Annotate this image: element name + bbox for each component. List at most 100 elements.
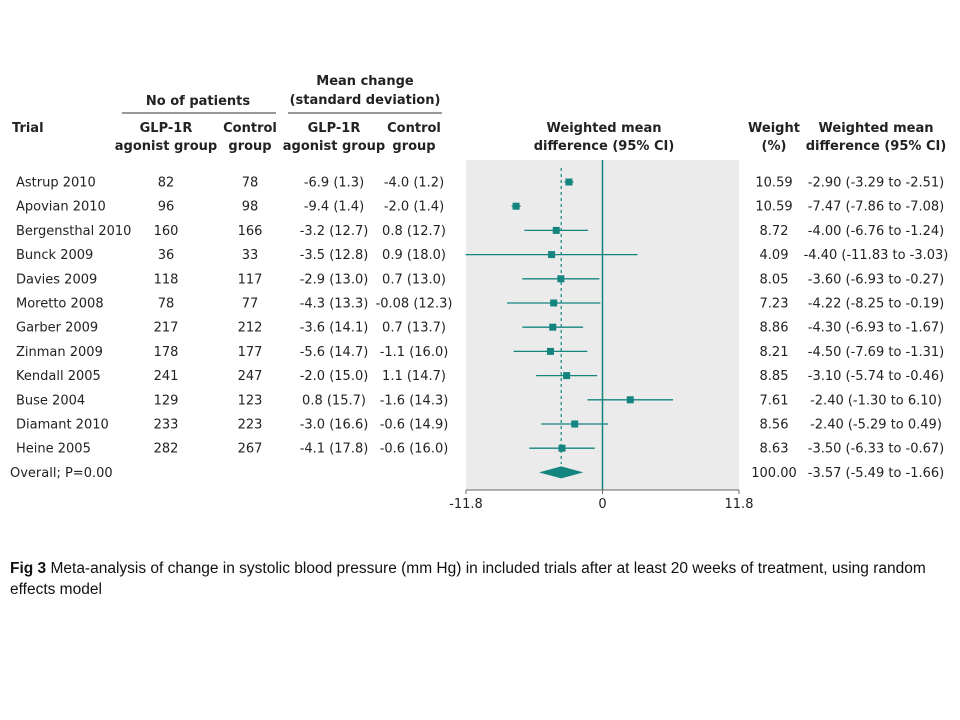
n-glp-cell: 233 bbox=[154, 418, 179, 433]
caption-label: Fig 3 bbox=[10, 560, 47, 577]
wmd-ci-cell: -7.47 (-7.86 to -7.08) bbox=[808, 200, 945, 215]
wmd-ci-cell: -2.40 (-1.30 to 6.10) bbox=[810, 393, 942, 408]
header-wmd-2: difference (95% CI) bbox=[534, 139, 675, 154]
mean-change-glp-cell: -3.0 (16.6) bbox=[300, 418, 369, 433]
mean-change-glp-cell: -9.4 (1.4) bbox=[304, 200, 364, 215]
x-tick-label: -11.8 bbox=[449, 497, 483, 512]
header-trial: Trial bbox=[12, 121, 44, 136]
n-glp-cell: 96 bbox=[158, 200, 175, 215]
mean-change-glp-cell: -4.1 (17.8) bbox=[300, 442, 369, 457]
wmd-ci-cell: -4.30 (-6.93 to -1.67) bbox=[808, 321, 945, 336]
overall-diamond bbox=[538, 466, 584, 479]
n-glp-cell: 82 bbox=[158, 176, 175, 191]
header-control-group: Control bbox=[223, 121, 277, 136]
n-glp-cell: 160 bbox=[154, 224, 179, 239]
point-estimate-marker bbox=[512, 202, 520, 210]
caption-text: Meta-analysis of change in systolic bloo… bbox=[10, 560, 926, 598]
point-estimate-marker bbox=[565, 178, 573, 186]
wmd-ci-cell: -3.50 (-6.33 to -0.67) bbox=[808, 442, 945, 457]
trial-name: Diamant 2010 bbox=[16, 418, 109, 433]
mean-change-control-cell: -0.08 (12.3) bbox=[376, 297, 453, 312]
mean-change-control-cell: 0.7 (13.0) bbox=[382, 272, 446, 287]
n-glp-cell: 217 bbox=[154, 321, 179, 336]
trial-name: Heine 2005 bbox=[16, 442, 91, 457]
n-control-cell: 267 bbox=[238, 442, 263, 457]
mean-change-glp-cell: -6.9 (1.3) bbox=[304, 176, 364, 191]
n-control-cell: 77 bbox=[242, 297, 259, 312]
header-mc-control-group-2: group bbox=[392, 139, 435, 154]
mean-change-glp-cell: -5.6 (14.7) bbox=[300, 345, 369, 360]
weight-cell: 8.85 bbox=[760, 369, 789, 384]
trial-name: Garber 2009 bbox=[16, 321, 98, 336]
weight-cell: 10.59 bbox=[755, 200, 792, 215]
weight-cell: 7.61 bbox=[760, 393, 789, 408]
weight-cell: 4.09 bbox=[760, 248, 789, 263]
wmd-ci-cell: -2.90 (-3.29 to -2.51) bbox=[808, 176, 945, 191]
n-control-cell: 123 bbox=[238, 393, 263, 408]
wmd-ci-cell: -2.40 (-5.29 to 0.49) bbox=[810, 418, 942, 433]
header-mean-change: Mean change bbox=[316, 74, 414, 89]
trial-name: Bunck 2009 bbox=[16, 248, 93, 263]
trial-name: Apovian 2010 bbox=[16, 200, 106, 215]
n-glp-cell: 129 bbox=[154, 393, 179, 408]
mean-change-control-cell: -1.6 (14.3) bbox=[380, 393, 449, 408]
trial-name: Bergensthal 2010 bbox=[16, 224, 131, 239]
point-estimate-marker bbox=[546, 347, 554, 355]
trial-name: Zinman 2009 bbox=[16, 345, 103, 360]
header-weight-2: (%) bbox=[762, 139, 787, 154]
trial-name: Astrup 2010 bbox=[16, 176, 96, 191]
mean-change-control-cell: 1.1 (14.7) bbox=[382, 369, 446, 384]
header-wmd-ci: Weighted mean bbox=[819, 121, 934, 136]
table-rows: Astrup 2010 82 78 -6.9 (1.3) -4.0 (1.2) 10.59… bbox=[10, 176, 948, 481]
mean-change-glp-cell: -2.9 (13.0) bbox=[300, 272, 369, 287]
n-glp-cell: 36 bbox=[158, 248, 175, 263]
header-control-group-2: group bbox=[228, 139, 271, 154]
mean-change-control-cell: 0.7 (13.7) bbox=[382, 321, 446, 336]
overall-label: Overall; P=0.00 bbox=[10, 466, 113, 481]
header-mc-glp-group: GLP-1R bbox=[308, 121, 361, 136]
forest-plot-marks: -11.8 0 11.8 bbox=[449, 160, 753, 512]
mean-change-control-cell: -2.0 (1.4) bbox=[384, 200, 444, 215]
mean-change-control-cell: -0.6 (16.0) bbox=[380, 442, 449, 457]
point-estimate-marker bbox=[557, 275, 565, 283]
header-weight: Weight bbox=[748, 121, 800, 136]
trial-name: Kendall 2005 bbox=[16, 369, 101, 384]
n-control-cell: 98 bbox=[242, 200, 259, 215]
point-estimate-marker bbox=[558, 444, 566, 452]
overall-wmd-ci: -3.57 (-5.49 to -1.66) bbox=[808, 466, 945, 481]
weight-cell: 8.56 bbox=[760, 418, 789, 433]
header-wmd: Weighted mean bbox=[547, 121, 662, 136]
mean-change-glp-cell: 0.8 (15.7) bbox=[302, 393, 366, 408]
n-glp-cell: 178 bbox=[154, 345, 179, 360]
mean-change-glp-cell: -2.0 (15.0) bbox=[300, 369, 369, 384]
mean-change-glp-cell: -3.6 (14.1) bbox=[300, 321, 369, 336]
wmd-ci-cell: -4.40 (-11.83 to -3.03) bbox=[804, 248, 949, 263]
point-estimate-marker bbox=[626, 396, 634, 404]
weight-cell: 10.59 bbox=[755, 176, 792, 191]
weight-cell: 8.21 bbox=[760, 345, 789, 360]
header-glp-group: GLP-1R bbox=[140, 121, 193, 136]
n-glp-cell: 118 bbox=[154, 272, 179, 287]
x-tick-label: 0 bbox=[598, 497, 606, 512]
mean-change-glp-cell: -3.2 (12.7) bbox=[300, 224, 369, 239]
header-wmd-ci-2: difference (95% CI) bbox=[806, 139, 947, 154]
mean-change-glp-cell: -4.3 (13.3) bbox=[300, 297, 369, 312]
n-control-cell: 247 bbox=[238, 369, 263, 384]
weight-cell: 8.05 bbox=[760, 272, 789, 287]
trial-name: Davies 2009 bbox=[16, 272, 97, 287]
figure-caption: Fig 3 Meta-analysis of change in systoli… bbox=[10, 558, 940, 600]
wmd-ci-cell: -4.50 (-7.69 to -1.31) bbox=[808, 345, 945, 360]
point-estimate-marker bbox=[571, 420, 579, 428]
mean-change-control-cell: -4.0 (1.2) bbox=[384, 176, 444, 191]
trial-name: Moretto 2008 bbox=[16, 297, 104, 312]
weight-cell: 8.86 bbox=[760, 321, 789, 336]
wmd-ci-cell: -3.10 (-5.74 to -0.46) bbox=[808, 369, 945, 384]
weight-cell: 8.63 bbox=[760, 442, 789, 457]
x-tick-label: 11.8 bbox=[725, 497, 754, 512]
header-no-of-patients: No of patients bbox=[146, 94, 250, 109]
n-glp-cell: 241 bbox=[154, 369, 179, 384]
point-estimate-marker bbox=[550, 299, 558, 307]
mean-change-control-cell: -1.1 (16.0) bbox=[380, 345, 449, 360]
n-control-cell: 78 bbox=[242, 176, 259, 191]
